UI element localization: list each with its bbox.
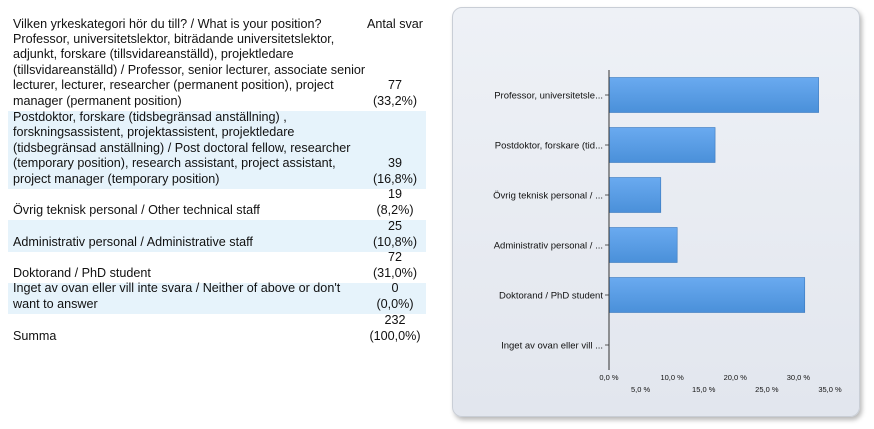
x-tick-label: 20,0 % [724,373,748,382]
table-header: Vilken yrkeskategori hör du till? / What… [8,0,426,34]
table-row: Doktorand / PhD student 72 (31,0%) [8,250,426,283]
category-label: Doktorand / PhD student [499,291,603,302]
bar [608,277,806,313]
row-percent: (31,0%) [372,265,418,280]
row-count-cell: 39 (16,8%) [366,156,424,187]
bar [608,177,662,213]
row-label: Postdoktor, forskare (tidsbegränsad anst… [13,109,351,186]
row-percent: (16,8%) [372,171,418,186]
category-label: Professor, universitetsle... [494,91,603,102]
bar [608,127,716,163]
row-percent: (8,2%) [376,202,414,217]
row-count-cell: 72 (31,0%) [366,250,424,281]
row-count: 39 [387,156,402,171]
x-tick-label: 15,0 % [692,385,716,394]
row-label: Administrativ personal / Administrative … [13,234,253,249]
x-tick-label: 30,0 % [787,373,811,382]
row-percent: (33,2%) [372,93,418,108]
row-percent: (0,0%) [376,296,414,311]
x-tick-label: 5,0 % [631,385,651,394]
row-label: Doktorand / PhD student [13,265,151,280]
table-row: Övrig teknisk personal / Other technical… [8,187,426,220]
row-label: Övrig teknisk personal / Other technical… [13,202,260,217]
row-count: 72 [387,250,402,265]
row-count-cell: 25 (10,8%) [366,219,424,250]
row-label: Summa [13,328,57,343]
category-label: Övrig teknisk personal / ... [493,191,603,202]
row-label: Professor, universitetslektor, biträdand… [13,31,366,108]
table-total-row: Summa 232 (100,0%) [8,313,426,346]
row-count: 19 [387,187,402,202]
row-count: 77 [387,78,402,93]
row-count: 232 [384,313,406,328]
row-label: Inget av ovan eller vill inte svara / Ne… [13,281,341,311]
x-tick-label: 25,0 % [755,385,779,394]
row-count-cell: 77 (33,2%) [366,78,424,109]
table-row: Postdoktor, forskare (tidsbegränsad anst… [8,109,426,189]
category-label: Postdoktor, forskare (tid... [495,141,603,152]
count-header: Antal svar [367,16,423,31]
x-tick-label: 0,0 % [599,373,619,382]
row-count-cell: 232 (100,0%) [366,313,424,344]
category-label: Administrativ personal / ... [494,241,603,252]
x-tick-label: 35,0 % [818,385,842,394]
row-count-cell: 0 (0,0%) [366,281,424,312]
table-row: Inget av ovan eller vill inte svara / Ne… [8,281,426,314]
table-row: Professor, universitetslektor, biträdand… [8,31,426,111]
chart-panel: Professor, universitetsle... Postdoktor, … [452,7,860,417]
row-count-cell: 19 (8,2%) [366,187,424,218]
row-percent: (10,8%) [372,234,418,249]
category-label: Inget av ovan eller vill ... [501,341,603,352]
row-count: 0 [391,281,399,296]
table-row: Administrativ personal / Administrative … [8,219,426,252]
bar [608,227,678,263]
row-count: 25 [387,219,402,234]
survey-table: Vilken yrkeskategori hör du till? / What… [8,0,426,429]
bar-chart: Professor, universitetsle... Postdoktor, … [493,70,842,394]
bar [608,77,819,113]
row-percent: (100,0%) [369,328,421,343]
question-text: Vilken yrkeskategori hör du till? / What… [13,16,322,31]
x-tick-label: 10,0 % [660,373,684,382]
